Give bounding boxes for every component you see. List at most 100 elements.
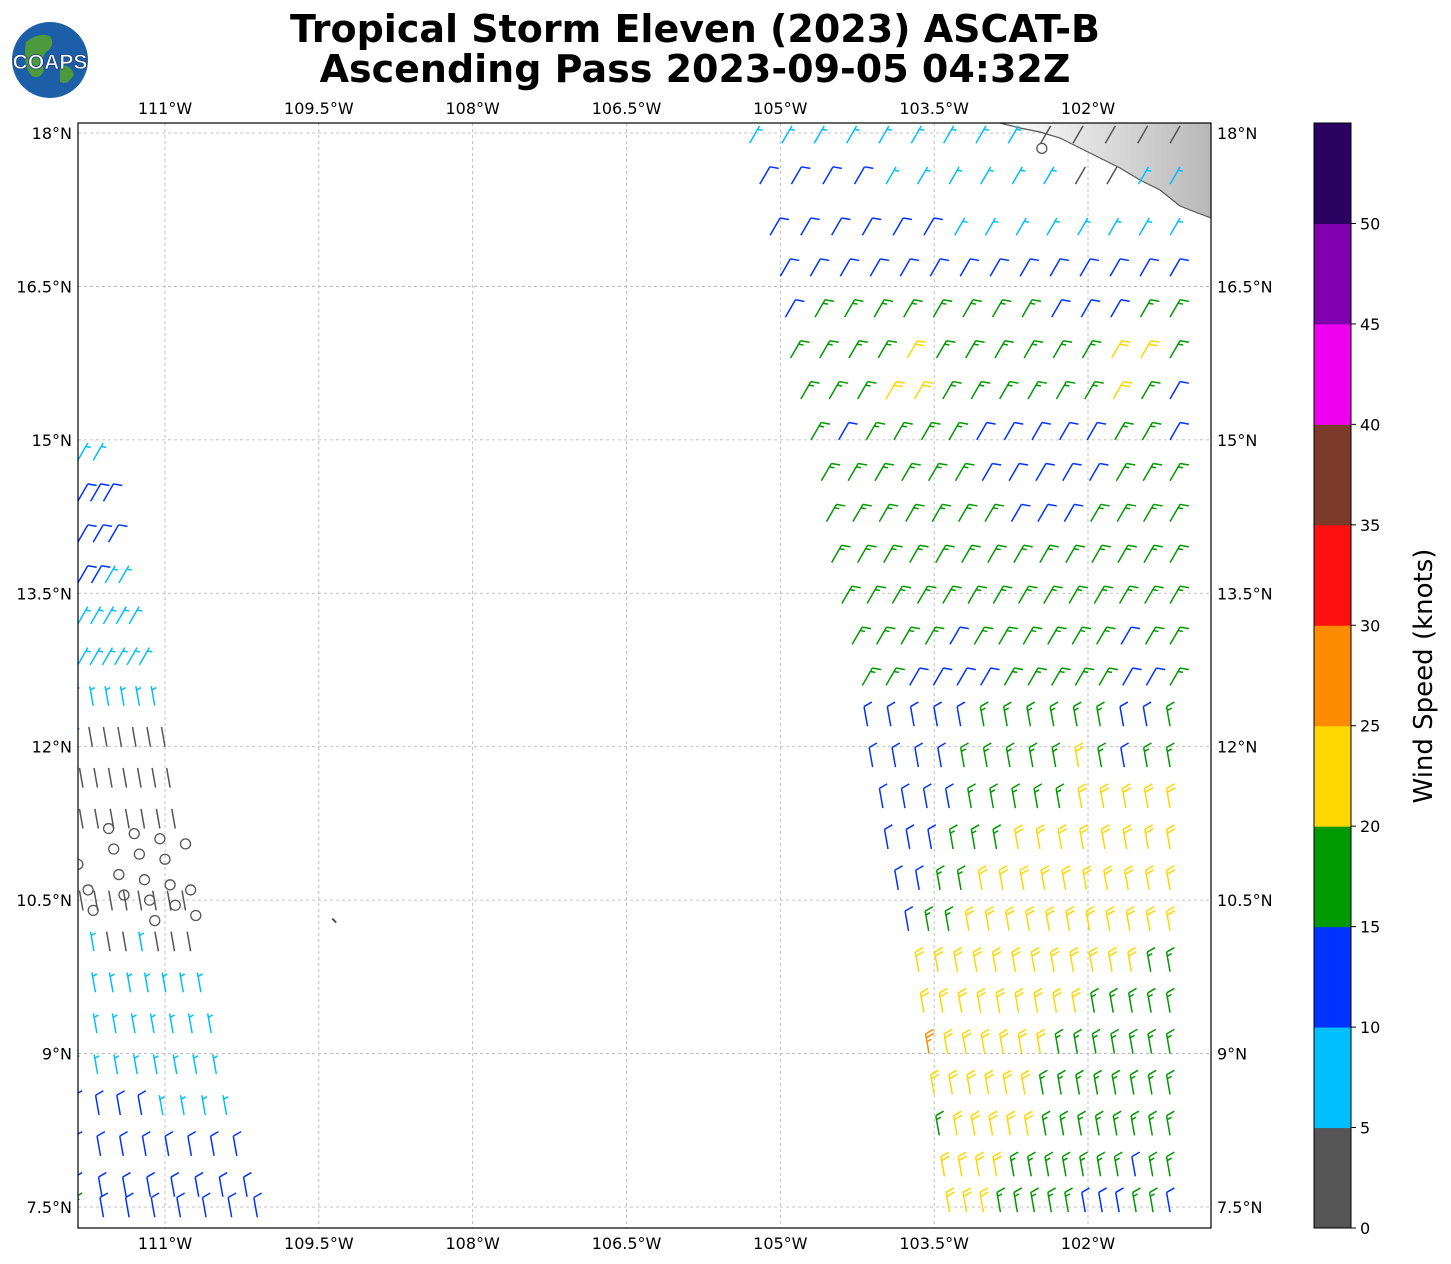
wind-barb xyxy=(1142,462,1163,482)
wind-barb xyxy=(212,1054,219,1075)
wind-barb xyxy=(1097,1187,1107,1213)
axis-labels: 111°W 111°W 109.5°W 109.5°W 108°W 108°W 106.5°… xyxy=(16,99,1272,1253)
wind-barb xyxy=(900,626,921,645)
wind-barb xyxy=(1148,1151,1158,1177)
wind-barb xyxy=(769,217,790,236)
wind-barb xyxy=(998,1028,1009,1054)
wind-barb xyxy=(919,987,930,1013)
wind-barb xyxy=(1027,380,1048,400)
wind-barb xyxy=(1073,1028,1083,1054)
wind-barb xyxy=(875,626,896,645)
wind-barb xyxy=(910,125,925,144)
wind-barb xyxy=(982,742,992,768)
wind-barb xyxy=(1026,701,1036,727)
wind-barb xyxy=(956,667,977,686)
wind-barb xyxy=(78,524,97,543)
wind-barb xyxy=(1064,1187,1073,1213)
wind-barb xyxy=(1019,258,1040,277)
wind-barb xyxy=(232,1131,242,1156)
wind-barb xyxy=(973,626,994,645)
wind-barb xyxy=(848,339,868,359)
logo-text: COAPS xyxy=(13,51,88,74)
wind-barb xyxy=(105,931,111,952)
wind-barb xyxy=(1026,1151,1036,1177)
wind-barb xyxy=(1111,339,1131,359)
wind-barb xyxy=(970,824,980,850)
wind-barb xyxy=(1054,1028,1064,1054)
wind-barb xyxy=(1080,299,1101,318)
coastline-land xyxy=(999,123,1211,219)
wind-barb xyxy=(1143,783,1154,809)
wind-barb xyxy=(988,1110,998,1136)
lon-tick-bottom: 109.5°W xyxy=(284,1234,354,1253)
wind-barb xyxy=(92,524,113,543)
wind-barb xyxy=(1103,865,1113,891)
wind-barb xyxy=(1140,380,1161,400)
lat-tick-right: 16.5°N xyxy=(1217,277,1273,296)
wind-barb xyxy=(1056,1069,1066,1095)
wind-barb xyxy=(976,987,987,1013)
colorbar-tick-label: 10 xyxy=(1360,1018,1380,1037)
wind-barb xyxy=(1148,1187,1158,1213)
wind-barb xyxy=(1055,783,1065,809)
wind-barb xyxy=(944,905,954,931)
wind-barb xyxy=(923,217,943,236)
colorbar-label: Wind Speed (knots) xyxy=(1409,549,1439,804)
wind-barb xyxy=(998,865,1009,891)
wind-barb xyxy=(852,503,872,523)
lat-tick-left: 12°N xyxy=(32,738,72,757)
wind-barb xyxy=(1008,462,1029,482)
wind-barb xyxy=(1077,783,1088,809)
lon-tick-top: 108°W xyxy=(445,99,500,118)
wind-barb xyxy=(1015,217,1030,236)
wind-barb xyxy=(1093,585,1114,604)
wind-barb xyxy=(1003,421,1024,441)
lon-tick-bottom: 111°W xyxy=(138,1234,193,1253)
lat-tick-left: 7.5°N xyxy=(27,1198,72,1217)
wind-barb xyxy=(78,1055,80,1074)
wind-barb xyxy=(170,1171,180,1197)
wind-barb xyxy=(1088,946,1099,972)
wind-barb xyxy=(102,726,108,747)
wind-barb xyxy=(1139,258,1160,277)
wind-barb xyxy=(1165,1187,1175,1213)
wind-barb xyxy=(1165,987,1175,1013)
wind-barb xyxy=(1107,946,1118,972)
wind-barb xyxy=(1041,1110,1051,1136)
wind-barb xyxy=(1165,1069,1175,1095)
isolated-wind-barb xyxy=(331,917,337,924)
wind-barb xyxy=(1144,865,1155,891)
wind-barb xyxy=(800,380,820,400)
wind-barb xyxy=(94,808,100,829)
wind-barb xyxy=(954,217,968,236)
wind-barb xyxy=(1079,1151,1088,1177)
wind-barb xyxy=(914,865,924,891)
lat-tick-right: 18°N xyxy=(1217,124,1257,143)
wind-barb xyxy=(1021,299,1042,318)
wind-barb xyxy=(196,972,203,993)
wind-barb xyxy=(1068,585,1089,604)
lat-tick-right: 12°N xyxy=(1217,738,1257,757)
wind-barb xyxy=(151,767,157,788)
wind-barb xyxy=(176,1192,186,1218)
wind-barb xyxy=(979,701,989,727)
wind-barb xyxy=(800,217,820,236)
wind-barb xyxy=(115,606,130,625)
wind-barb xyxy=(121,931,127,952)
wind-barb xyxy=(1069,946,1079,972)
wind-barb xyxy=(90,564,111,584)
wind-barb xyxy=(1047,1187,1057,1213)
calm-wind-marker xyxy=(159,853,171,865)
calm-wind-marker xyxy=(113,868,125,881)
wind-barb xyxy=(1081,1187,1090,1213)
wind-barb xyxy=(935,865,945,891)
wind-barb xyxy=(1165,905,1176,931)
lon-tick-top: 105°W xyxy=(753,99,808,118)
wind-barb xyxy=(1002,701,1012,727)
wind-barb xyxy=(1099,783,1110,809)
wind-barb xyxy=(927,462,948,482)
wind-barb xyxy=(937,742,946,768)
wind-barb xyxy=(981,462,1002,482)
wind-barb xyxy=(885,166,900,185)
wind-barb xyxy=(984,217,999,236)
